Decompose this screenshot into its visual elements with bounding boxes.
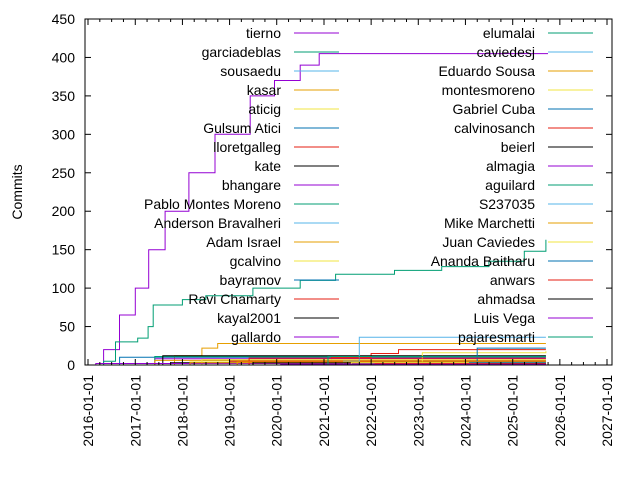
legend-entry: bhangare bbox=[222, 177, 339, 193]
legend-label: kasar bbox=[247, 82, 282, 98]
legend-entry: beierl bbox=[501, 139, 593, 155]
legend-label: garciadeblas bbox=[202, 44, 281, 60]
x-tick-label: 2027-01-01 bbox=[599, 375, 615, 447]
legend-label: bayramov bbox=[220, 272, 281, 288]
legend-label: anwars bbox=[490, 272, 535, 288]
legend-label: Mike Marchetti bbox=[444, 215, 535, 231]
y-tick-label: 0 bbox=[67, 357, 75, 373]
legend-label: elumalai bbox=[483, 25, 535, 41]
legend-entry: sousaedu bbox=[220, 63, 339, 79]
y-axis-label: Commits bbox=[9, 164, 25, 219]
legend-label: Luis Vega bbox=[474, 310, 536, 326]
legend-entry: bayramov bbox=[220, 272, 339, 288]
series-line-garciadeblas bbox=[95, 239, 547, 366]
legend-entry: kate bbox=[255, 158, 339, 174]
legend-label: tierno bbox=[246, 25, 281, 41]
legend-entry: lloretgalleg bbox=[213, 139, 339, 155]
legend-entry: elumalai bbox=[483, 25, 593, 41]
legend-label: beierl bbox=[501, 139, 535, 155]
legend-entry: caviedesj bbox=[477, 44, 593, 60]
legend-label: lloretgalleg bbox=[213, 139, 281, 155]
legend-label: Gabriel Cuba bbox=[453, 101, 536, 117]
legend-entry: Luis Vega bbox=[474, 310, 593, 326]
legend-label: aticig bbox=[248, 101, 281, 117]
x-tick-label: 2017-01-01 bbox=[127, 375, 143, 447]
y-tick-label: 450 bbox=[52, 11, 76, 27]
y-tick-label: 400 bbox=[52, 49, 76, 65]
legend-entry: Mike Marchetti bbox=[444, 215, 593, 231]
y-tick-label: 200 bbox=[52, 203, 76, 219]
x-tick-label: 2026-01-01 bbox=[552, 375, 568, 447]
y-tick-label: 50 bbox=[59, 319, 75, 335]
legend-entry: almagia bbox=[486, 158, 593, 174]
legend-label: almagia bbox=[486, 158, 535, 174]
y-tick-label: 150 bbox=[52, 242, 76, 258]
legend-entry: kayal2001 bbox=[217, 310, 339, 326]
legend-label: Adam Israel bbox=[206, 234, 281, 250]
legend-entry: Anderson Bravalheri bbox=[154, 215, 339, 231]
y-tick-label: 300 bbox=[52, 126, 76, 142]
legend-label: kate bbox=[255, 158, 282, 174]
legend-label: caviedesj bbox=[477, 44, 535, 60]
legend-entry: ahmadsa bbox=[477, 291, 593, 307]
legend-label: gallardo bbox=[231, 329, 281, 345]
y-tick-label: 250 bbox=[52, 165, 76, 181]
legend-label: S237035 bbox=[479, 196, 535, 212]
axes: 0 50 100 150 200 250 300 350 400 450 2016-01-01 201… bbox=[52, 11, 615, 447]
x-tick-label: 2022-01-01 bbox=[363, 375, 379, 447]
legend-entry: aticig bbox=[248, 101, 339, 117]
legend-entry: tierno bbox=[246, 25, 339, 41]
x-tick-label: 2021-01-01 bbox=[316, 375, 332, 447]
series-line-tierno bbox=[93, 53, 548, 366]
x-tick-label: 2025-01-01 bbox=[505, 375, 521, 447]
legend-label: montesmoreno bbox=[442, 82, 536, 98]
x-tick-label: 2024-01-01 bbox=[457, 375, 473, 447]
legend-entry: S237035 bbox=[479, 196, 593, 212]
x-tick-label: 2016-01-01 bbox=[80, 375, 96, 447]
y-tick-label: 350 bbox=[52, 88, 76, 104]
legend-label: kayal2001 bbox=[217, 310, 281, 326]
x-tick-label: 2018-01-01 bbox=[174, 375, 190, 447]
legend-label: sousaedu bbox=[220, 63, 281, 79]
legend-label: Juan Caviedes bbox=[442, 234, 535, 250]
legend-label: Pablo Montes Moreno bbox=[144, 196, 281, 212]
legend-entry: gcalvino bbox=[230, 253, 339, 269]
legend-entry: Pablo Montes Moreno bbox=[144, 196, 339, 212]
legend-entry: garciadeblas bbox=[202, 44, 339, 60]
legend-entry: calvinosanch bbox=[454, 120, 593, 136]
y-tick-label: 100 bbox=[52, 280, 76, 296]
legend-entry: pajaresmarti bbox=[458, 329, 593, 345]
legend-label: pajaresmarti bbox=[458, 329, 535, 345]
legend-label: bhangare bbox=[222, 177, 281, 193]
x-tick-label: 2023-01-01 bbox=[410, 375, 426, 447]
legend-label: Eduardo Sousa bbox=[438, 63, 535, 79]
legend-label: gcalvino bbox=[230, 253, 282, 269]
legend-entry: kasar bbox=[247, 82, 339, 98]
legend-label: aguilard bbox=[485, 177, 535, 193]
legend: tierno garciadeblas sousaedu kasar aticig Gul… bbox=[144, 25, 593, 345]
legend-entry: Ananda Baitharu bbox=[431, 253, 593, 269]
legend-entry: aguilard bbox=[485, 177, 593, 193]
legend-entry: Ravi Chamarty bbox=[188, 291, 339, 307]
legend-label: Gulsum Atici bbox=[203, 120, 281, 136]
x-tick-label: 2019-01-01 bbox=[222, 375, 238, 447]
legend-label: calvinosanch bbox=[454, 120, 535, 136]
legend-label: ahmadsa bbox=[477, 291, 535, 307]
legend-label: Ananda Baitharu bbox=[431, 253, 535, 269]
legend-entry: Juan Caviedes bbox=[442, 234, 593, 250]
x-tick-label: 2020-01-01 bbox=[269, 375, 285, 447]
legend-label: Ravi Chamarty bbox=[188, 291, 281, 307]
legend-entry: montesmoreno bbox=[442, 82, 593, 98]
plot-frame bbox=[84, 18, 613, 366]
legend-entry: Adam Israel bbox=[206, 234, 339, 250]
legend-entry: Eduardo Sousa bbox=[438, 63, 593, 79]
legend-entry: anwars bbox=[490, 272, 593, 288]
legend-entry: gallardo bbox=[231, 329, 339, 345]
legend-label: Anderson Bravalheri bbox=[154, 215, 281, 231]
legend-entry: Gulsum Atici bbox=[203, 120, 339, 136]
legend-entry: Gabriel Cuba bbox=[453, 101, 593, 117]
